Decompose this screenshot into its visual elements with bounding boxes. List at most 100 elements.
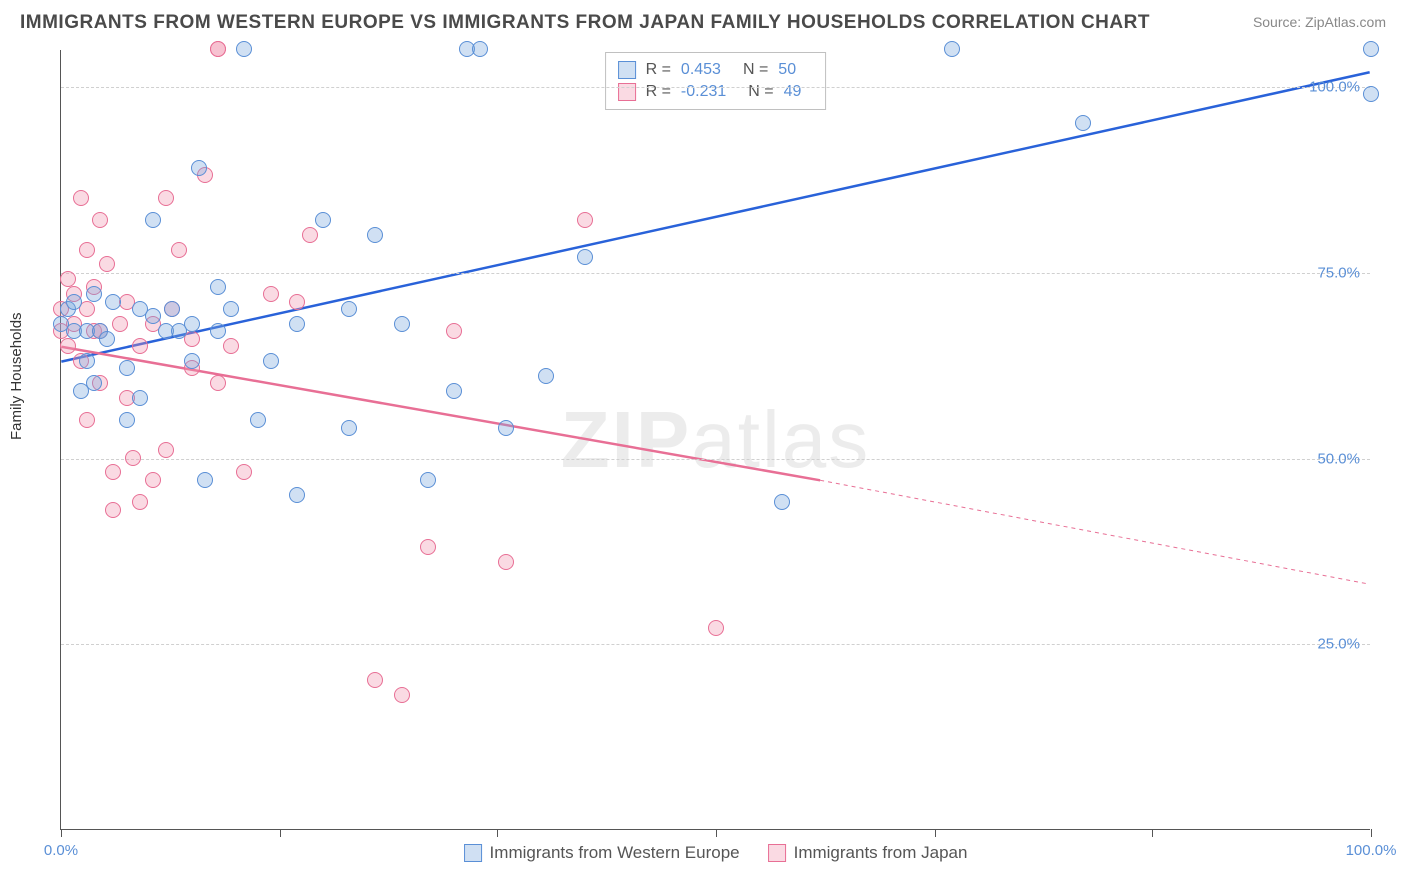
data-point-blue <box>79 353 95 369</box>
y-tick-label: 25.0% <box>1317 636 1360 653</box>
data-point-pink <box>92 212 108 228</box>
chart-title: IMMIGRANTS FROM WESTERN EUROPE VS IMMIGR… <box>20 12 1150 34</box>
legend-item-pink: Immigrants from Japan <box>768 843 968 863</box>
data-point-blue <box>341 420 357 436</box>
data-point-blue <box>191 160 207 176</box>
data-point-blue <box>99 331 115 347</box>
data-point-pink <box>132 338 148 354</box>
data-point-pink <box>79 412 95 428</box>
data-point-blue <box>132 390 148 406</box>
n-value-blue: 50 <box>778 61 796 79</box>
data-point-blue <box>223 301 239 317</box>
data-point-pink <box>125 450 141 466</box>
data-point-blue <box>472 41 488 57</box>
n-label: N = <box>748 83 773 101</box>
data-point-blue <box>145 308 161 324</box>
data-point-blue <box>236 41 252 57</box>
n-value-pink: 49 <box>784 83 802 101</box>
data-point-pink <box>302 227 318 243</box>
x-tick-label: 0.0% <box>44 842 78 859</box>
data-point-blue <box>210 279 226 295</box>
series-legend: Immigrants from Western Europe Immigrant… <box>464 843 968 863</box>
data-point-blue <box>289 316 305 332</box>
data-point-pink <box>171 242 187 258</box>
data-point-blue <box>250 412 266 428</box>
data-point-pink <box>394 687 410 703</box>
data-point-pink <box>446 323 462 339</box>
data-point-blue <box>145 212 161 228</box>
data-point-pink <box>105 502 121 518</box>
gridline <box>61 87 1370 88</box>
r-label: R = <box>646 83 671 101</box>
data-point-blue <box>1363 41 1379 57</box>
data-point-pink <box>236 464 252 480</box>
data-point-blue <box>420 472 436 488</box>
data-point-blue <box>184 353 200 369</box>
swatch-pink <box>768 844 786 862</box>
data-point-blue <box>367 227 383 243</box>
data-point-blue <box>184 316 200 332</box>
data-point-blue <box>119 412 135 428</box>
data-point-blue <box>86 286 102 302</box>
data-point-blue <box>164 301 180 317</box>
x-tick <box>935 829 936 837</box>
data-point-blue <box>446 383 462 399</box>
data-point-pink <box>60 271 76 287</box>
data-point-blue <box>341 301 357 317</box>
gridline <box>61 459 1370 460</box>
x-tick <box>716 829 717 837</box>
data-point-pink <box>577 212 593 228</box>
data-point-pink <box>112 316 128 332</box>
source-attribution: Source: ZipAtlas.com <box>1253 14 1386 30</box>
gridline <box>61 273 1370 274</box>
swatch-blue <box>464 844 482 862</box>
x-tick-label: 100.0% <box>1346 842 1397 859</box>
data-point-blue <box>289 487 305 503</box>
data-point-pink <box>210 41 226 57</box>
data-point-blue <box>86 375 102 391</box>
data-point-blue <box>1075 115 1091 131</box>
data-point-blue <box>498 420 514 436</box>
r-value-pink: -0.231 <box>681 83 726 101</box>
data-point-pink <box>73 190 89 206</box>
data-point-pink <box>132 494 148 510</box>
swatch-pink <box>618 83 636 101</box>
legend-row-pink: R = -0.231 N = 49 <box>618 81 814 103</box>
data-point-pink <box>105 464 121 480</box>
y-tick-label: 75.0% <box>1317 264 1360 281</box>
y-axis-label: Family Households <box>8 312 25 440</box>
gridline <box>61 644 1370 645</box>
n-label: N = <box>743 61 768 79</box>
x-tick <box>1371 829 1372 837</box>
r-label: R = <box>646 61 671 79</box>
correlation-legend: R = 0.453 N = 50 R = -0.231 N = 49 <box>605 52 827 110</box>
legend-label-pink: Immigrants from Japan <box>794 843 968 863</box>
trend-lines <box>61 50 1370 829</box>
x-tick <box>61 829 62 837</box>
data-point-blue <box>66 294 82 310</box>
data-point-pink <box>708 620 724 636</box>
data-point-pink <box>263 286 279 302</box>
data-point-pink <box>158 190 174 206</box>
data-point-pink <box>367 672 383 688</box>
data-point-blue <box>774 494 790 510</box>
data-point-blue <box>315 212 331 228</box>
data-point-blue <box>394 316 410 332</box>
data-point-pink <box>158 442 174 458</box>
data-point-pink <box>420 539 436 555</box>
r-value-blue: 0.453 <box>681 61 721 79</box>
data-point-pink <box>289 294 305 310</box>
data-point-pink <box>99 256 115 272</box>
y-tick-label: 100.0% <box>1309 79 1360 96</box>
data-point-blue <box>577 249 593 265</box>
data-point-blue <box>197 472 213 488</box>
data-point-pink <box>145 472 161 488</box>
x-tick <box>1152 829 1153 837</box>
data-point-pink <box>210 375 226 391</box>
data-point-blue <box>944 41 960 57</box>
data-point-pink <box>498 554 514 570</box>
data-point-blue <box>263 353 279 369</box>
data-point-blue <box>538 368 554 384</box>
data-point-blue <box>119 360 135 376</box>
data-point-blue <box>1363 86 1379 102</box>
